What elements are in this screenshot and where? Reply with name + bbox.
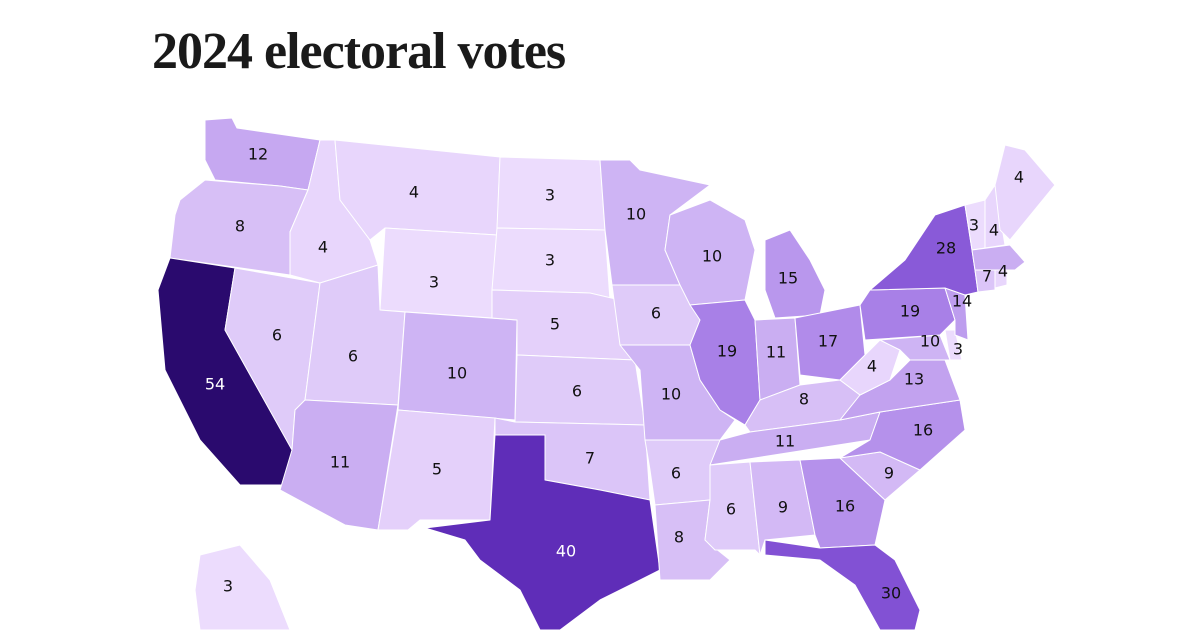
title: 2024 electoral votes	[152, 23, 566, 80]
state-label: 54	[205, 375, 225, 394]
state-label: 3	[545, 186, 555, 205]
state-label: 40	[556, 542, 576, 561]
state	[994, 269, 1008, 289]
state-label: 5	[432, 460, 442, 479]
state-label: 28	[936, 239, 956, 258]
state	[764, 229, 826, 319]
state-label: 3	[429, 273, 439, 292]
state	[279, 399, 399, 531]
state-label: 30	[881, 584, 901, 603]
state-label: 11	[330, 453, 350, 472]
state-label: 14	[952, 292, 972, 311]
state-label: 6	[726, 500, 736, 519]
state-label: 7	[982, 267, 992, 286]
state-label: 10	[702, 247, 722, 266]
state	[689, 299, 761, 426]
state-label: 9	[884, 464, 894, 483]
state-label: 4	[1014, 168, 1024, 187]
state-label: 4	[318, 238, 328, 257]
state-label: 13	[904, 370, 924, 389]
state-label: 7	[585, 449, 595, 468]
state-label: 3	[223, 577, 233, 596]
state	[971, 244, 1026, 271]
state-label: 8	[674, 528, 684, 547]
state-label: 10	[626, 205, 646, 224]
state-label: 19	[900, 302, 920, 321]
state-label: 9	[778, 498, 788, 517]
state	[424, 434, 661, 630]
state-label: 16	[913, 421, 933, 440]
state-label: 17	[818, 332, 838, 351]
state-label: 5	[550, 315, 560, 334]
state-label: 12	[248, 145, 268, 164]
state	[644, 439, 721, 506]
state	[194, 544, 291, 630]
state-label: 11	[775, 432, 795, 451]
state	[974, 269, 996, 293]
state-label: 3	[969, 216, 979, 235]
state-label: 4	[989, 221, 999, 240]
state-label: 6	[348, 347, 358, 366]
state-label: 10	[661, 385, 681, 404]
state-label: 3	[545, 251, 555, 270]
state-label: 15	[778, 269, 798, 288]
state-label: 11	[766, 343, 786, 362]
state-label: 3	[953, 340, 963, 359]
state-label: 6	[651, 304, 661, 323]
state-label: 6	[572, 382, 582, 401]
state-label: 16	[835, 497, 855, 516]
state-label: 19	[717, 342, 737, 361]
state	[764, 539, 921, 630]
state-label: 10	[920, 332, 940, 351]
state-label: 8	[799, 390, 809, 409]
state-label: 4	[998, 262, 1008, 281]
state	[749, 459, 816, 556]
state-label: 10	[447, 364, 467, 383]
state-label: 8	[235, 217, 245, 236]
state	[994, 144, 1056, 241]
state-label: 4	[867, 357, 877, 376]
state-label: 6	[671, 464, 681, 483]
state	[869, 204, 979, 296]
state-label: 6	[272, 326, 282, 345]
state-label: 4	[409, 183, 419, 202]
state	[944, 329, 963, 361]
state	[984, 184, 1006, 249]
